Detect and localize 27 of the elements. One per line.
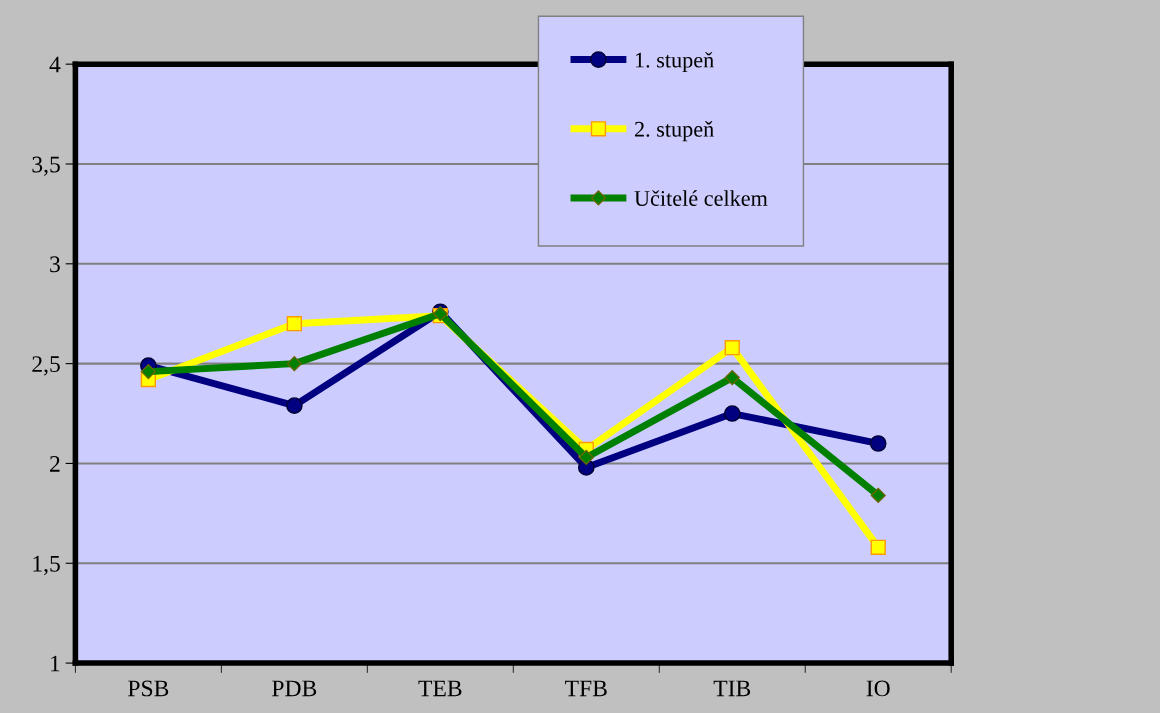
point	[724, 370, 740, 386]
y-tick-label: 1,5	[33, 555, 60, 576]
y-tick-label: 2	[50, 456, 60, 472]
point	[870, 487, 886, 503]
point	[578, 449, 594, 466]
point	[140, 364, 156, 380]
x-tick-label: TIB	[713, 680, 751, 697]
y-tick-label: 3,5	[32, 156, 60, 176]
y-tick-label: 2,5	[32, 356, 60, 376]
point	[869, 435, 887, 452]
x-tick-label: TEB	[418, 680, 462, 697]
x-tick-label: PSB	[128, 680, 169, 697]
x-tick-label: IO	[866, 680, 890, 697]
legend-label: 2. stupeň	[634, 121, 714, 142]
y-tick-label: 4	[49, 56, 61, 73]
y-tick-label: 3	[50, 256, 60, 273]
legend-label: 1. stupeň	[635, 51, 714, 73]
y-tick-label: 1	[51, 655, 60, 672]
point	[286, 316, 302, 332]
point	[286, 397, 303, 414]
legend-label: Učitelé celkem	[634, 190, 768, 206]
point	[724, 340, 740, 356]
point	[723, 405, 741, 422]
point	[286, 356, 302, 372]
point	[870, 539, 886, 555]
x-tick-label: PDB	[272, 680, 317, 697]
x-tick-label: TFB	[565, 680, 607, 697]
